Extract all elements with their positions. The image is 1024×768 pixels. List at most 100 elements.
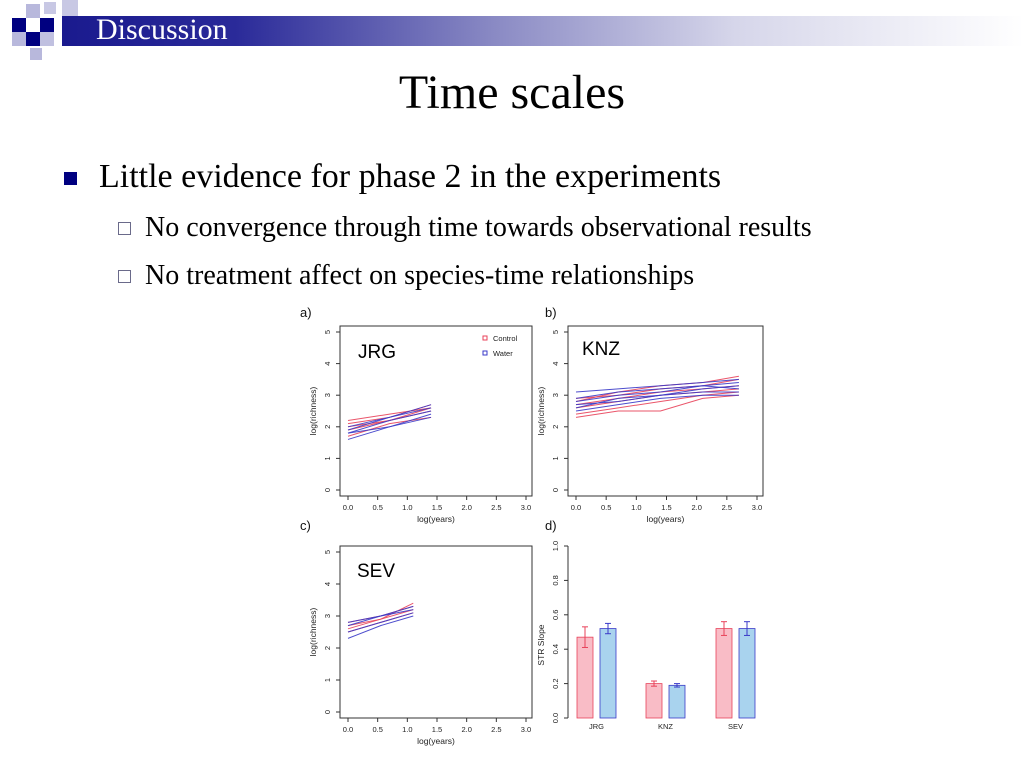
category-label: SEV	[728, 722, 743, 731]
bar	[715, 628, 733, 719]
series-line	[347, 609, 414, 623]
header-bar	[62, 16, 1024, 46]
y-tick-label: 0	[323, 488, 332, 492]
y-tick-label: 2	[323, 425, 332, 429]
series-line	[347, 407, 432, 431]
series-line	[575, 388, 739, 409]
y-tick-label: 2	[551, 425, 560, 429]
series-line	[575, 375, 739, 403]
x-tick-label: 0.0	[571, 503, 581, 512]
series-line	[347, 416, 432, 434]
x-axis-label: log(years)	[417, 514, 455, 524]
corner-decoration	[0, 0, 90, 64]
x-axis-label: log(years)	[417, 736, 455, 746]
series-line	[575, 391, 739, 415]
x-tick-label: 1.5	[432, 503, 442, 512]
series-line	[347, 407, 432, 421]
series-line	[347, 612, 414, 633]
y-tick-label: 0.6	[551, 610, 560, 620]
series-line	[575, 382, 739, 403]
panel-label: a)	[300, 305, 312, 320]
series-line	[347, 404, 432, 428]
series-line	[575, 385, 739, 399]
x-tick-label: 1.0	[402, 503, 412, 512]
y-tick-label: 1	[323, 456, 332, 460]
series-line	[347, 612, 414, 633]
x-tick-label: 1.0	[402, 725, 412, 734]
x-tick-label: 1.0	[631, 503, 641, 512]
x-tick-label: 1.5	[661, 503, 671, 512]
sub-bullet-marker	[118, 270, 131, 283]
bar	[738, 628, 756, 719]
x-tick-label: 1.5	[432, 725, 442, 734]
series-line	[575, 378, 739, 399]
x-tick-label: 2.5	[722, 503, 732, 512]
sub-bullet-text: No treatment affect on species-time rela…	[145, 260, 695, 291]
y-tick-label: 1	[323, 678, 332, 682]
series-line	[347, 605, 414, 627]
series-line	[575, 378, 739, 393]
series-line	[347, 609, 414, 630]
y-tick-label: 2	[323, 646, 332, 650]
section-label: Discussion	[96, 13, 228, 46]
y-tick-label: 0.4	[551, 644, 560, 654]
bar	[668, 684, 686, 719]
series-line	[575, 385, 739, 406]
x-tick-label: 0.0	[343, 503, 353, 512]
series-line	[575, 391, 739, 409]
y-tick-label: 0	[551, 488, 560, 492]
x-axis-label: log(years)	[647, 514, 685, 524]
y-tick-label: 3	[323, 393, 332, 397]
series-line	[347, 410, 432, 428]
y-axis-label: log(richness)	[308, 387, 318, 436]
y-tick-label: 1.0	[551, 541, 560, 551]
x-tick-label: 2.0	[461, 725, 471, 734]
y-tick-label: 3	[323, 614, 332, 618]
x-tick-label: 3.0	[521, 503, 531, 512]
panel-label: d)	[545, 518, 557, 533]
series-line	[575, 394, 739, 418]
y-tick-label: 5	[551, 330, 560, 334]
x-tick-label: 2.5	[491, 503, 501, 512]
series-line	[347, 413, 432, 440]
bullet-text: Little evidence for phase 2 in the exper…	[99, 158, 722, 195]
series-line	[575, 394, 739, 412]
y-tick-label: 4	[323, 362, 332, 366]
panel-label: c)	[300, 518, 311, 533]
x-tick-label: 0.5	[601, 503, 611, 512]
series-line	[347, 407, 432, 431]
y-tick-label: 1	[551, 456, 560, 460]
series-line	[347, 602, 414, 627]
plot-frame	[339, 545, 533, 719]
y-tick-label: 0	[323, 710, 332, 714]
series-line	[347, 605, 414, 623]
x-tick-label: 0.0	[343, 725, 353, 734]
series-line	[347, 416, 432, 437]
category-label: KNZ	[658, 722, 673, 731]
x-tick-label: 3.0	[521, 725, 531, 734]
y-axis-label: log(richness)	[536, 387, 546, 436]
x-tick-label: 3.0	[752, 503, 762, 512]
y-tick-label: 0.0	[551, 713, 560, 723]
bar	[599, 628, 617, 719]
x-tick-label: 2.5	[491, 725, 501, 734]
legend-label: Water	[493, 349, 513, 358]
y-tick-label: 5	[323, 330, 332, 334]
y-tick-label: 0.8	[551, 575, 560, 585]
sub-bullet-marker	[118, 222, 131, 235]
legend-swatch	[482, 350, 488, 356]
x-tick-label: 2.0	[691, 503, 701, 512]
series-line	[575, 385, 739, 406]
x-tick-label: 2.0	[461, 503, 471, 512]
y-axis-label: STR Slope	[536, 624, 546, 665]
series-line	[347, 404, 432, 425]
site-label: JRG	[358, 342, 396, 363]
y-tick-label: 4	[323, 582, 332, 586]
panel-label: b)	[545, 305, 557, 320]
y-axis-label: log(richness)	[308, 608, 318, 657]
legend-label: Control	[493, 334, 518, 343]
y-tick-label: 4	[551, 362, 560, 366]
bar	[645, 683, 663, 719]
y-tick-label: 5	[323, 550, 332, 554]
legend-swatch	[482, 335, 488, 341]
